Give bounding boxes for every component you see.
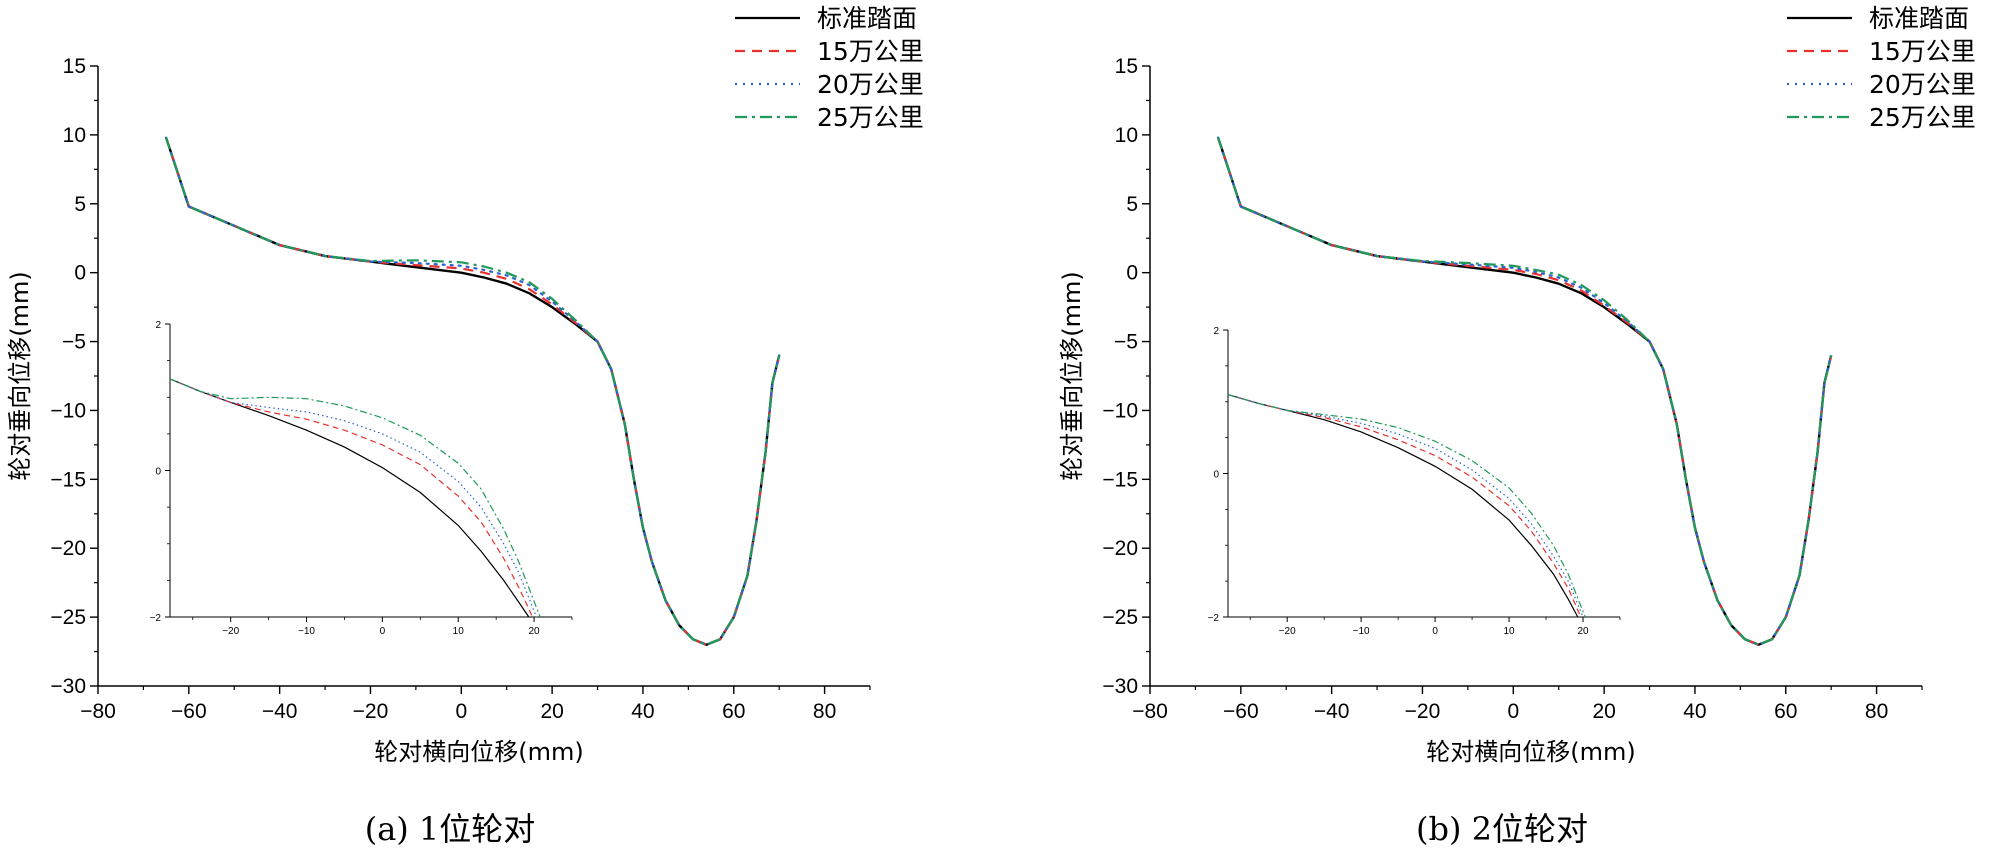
inset-x-tick-label: 0: [1432, 626, 1438, 637]
inset-x-tick-label: 10: [453, 626, 465, 637]
x-tick-label: −60: [171, 700, 207, 723]
x-tick-label: 60: [722, 700, 745, 723]
y-tick-label: −25: [1102, 606, 1138, 629]
inset-y-tick-label: −2: [1208, 613, 1220, 624]
legend-label: 标准踏面: [817, 4, 917, 33]
legend-label: 25万公里: [1869, 103, 1976, 132]
inset-y-tick-label: 2: [155, 320, 161, 331]
inset-chart: −202−20 −10 0 10 20: [1208, 326, 1621, 637]
inset-y-tick-label: 0: [1213, 470, 1219, 481]
inset-y-tick-label: 0: [155, 467, 161, 478]
inset-x-tick-label: 20: [1577, 626, 1589, 637]
y-tick-label: 0: [1126, 262, 1138, 285]
y-tick-label: −30: [1102, 675, 1138, 698]
y-tick-label: −30: [50, 675, 86, 698]
inset-y-tick-label: −2: [150, 613, 162, 624]
y-tick-label: 5: [74, 193, 86, 216]
x-tick-label: −60: [1223, 700, 1259, 723]
y-tick-label: 15: [1115, 55, 1138, 78]
y-tick-label: 5: [1126, 193, 1138, 216]
inset-series-line-2: [169, 378, 534, 618]
y-axis-label: 轮对垂向位移(mm): [1058, 271, 1086, 480]
panel-caption: (a) 1位轮对: [365, 810, 536, 848]
panel-caption: (b) 2位轮对: [1416, 810, 1588, 848]
series-line-4: [1217, 137, 1833, 646]
y-tick-label: −15: [50, 468, 86, 491]
inset-x-tick-label: −10: [298, 626, 315, 637]
y-tick-label: −20: [1102, 537, 1138, 560]
y-tick-label: 10: [63, 124, 86, 147]
x-tick-label: −80: [1132, 700, 1168, 723]
x-tick-label: 20: [540, 700, 563, 723]
x-tick-label: −40: [262, 700, 298, 723]
y-tick-label: −15: [1102, 468, 1138, 491]
inset-x-tick-label: 10: [1503, 626, 1515, 637]
inset-series-line-4: [1227, 394, 1586, 618]
y-tick-label: 15: [63, 55, 86, 78]
x-tick-label: −80: [80, 700, 116, 723]
x-tick-label: 0: [1507, 700, 1519, 723]
x-axis-label: 轮对横向位移(mm): [374, 738, 583, 766]
y-tick-label: −5: [62, 331, 86, 354]
x-tick-label: 80: [813, 700, 836, 723]
series-line-4: [165, 137, 781, 646]
inset-background: [1228, 330, 1620, 617]
inset-x-tick-label: 0: [380, 626, 386, 637]
x-tick-label: 40: [1683, 700, 1706, 723]
y-tick-label: −10: [50, 399, 86, 422]
x-tick-label: 20: [1592, 700, 1615, 723]
legend-label: 20万公里: [1869, 70, 1976, 99]
legend-label: 25万公里: [817, 103, 924, 132]
x-tick-label: 40: [631, 700, 654, 723]
x-tick-label: −20: [1405, 700, 1441, 723]
y-tick-label: −20: [50, 537, 86, 560]
x-axis-label: 轮对横向位移(mm): [1426, 738, 1635, 766]
x-tick-label: 60: [1774, 700, 1797, 723]
inset-y-tick-label: 2: [1213, 326, 1219, 337]
x-tick-label: −20: [353, 700, 389, 723]
y-tick-label: −25: [50, 606, 86, 629]
legend-label: 15万公里: [817, 37, 924, 66]
inset-x-tick-label: −20: [1279, 626, 1296, 637]
legend-label: 20万公里: [817, 70, 924, 99]
inset-series-line-4: [169, 378, 541, 618]
inset-chart: −202−20 −10 0 10 20: [150, 320, 573, 637]
y-tick-label: 0: [74, 262, 86, 285]
x-tick-label: 80: [1865, 700, 1888, 723]
inset-x-tick-label: −10: [1353, 626, 1370, 637]
inset-x-tick-label: 20: [529, 626, 541, 637]
inset-background: [170, 324, 572, 617]
x-tick-label: −40: [1314, 700, 1350, 723]
y-tick-label: 10: [1115, 124, 1138, 147]
inset-x-tick-label: −20: [222, 626, 239, 637]
x-tick-label: 0: [455, 700, 467, 723]
legend-label: 标准踏面: [1869, 4, 1969, 33]
y-tick-label: −5: [1114, 331, 1138, 354]
y-axis-label: 轮对垂向位移(mm): [6, 271, 34, 480]
y-tick-label: −10: [1102, 399, 1138, 422]
legend-label: 15万公里: [1869, 37, 1976, 66]
inset-series-line-3: [169, 378, 537, 618]
